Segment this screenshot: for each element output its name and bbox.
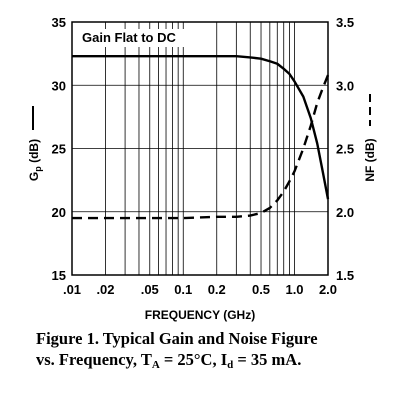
series-line-gp [72,54,330,200]
annotation-gain-flat: Gain Flat to DC [82,30,177,45]
y-right-tick-label: 2.0 [336,205,354,220]
x-tick-label: 2.0 [319,282,337,297]
svg-text:NF (dB): NF (dB) [363,138,377,181]
caption-line-1: Figure 1. Typical Gain and Noise Figure [36,329,318,348]
y-left-tick-label: 30 [52,78,66,93]
y-left-tick-label: 25 [52,142,66,157]
figure-caption: Figure 1. Typical Gain and Noise Figure … [36,328,396,371]
caption-line2-prefix: vs. Frequency, T [36,350,152,369]
x-tick-label: .01 [63,282,81,297]
caption-line2-suffix: = 35 mA. [233,350,302,369]
series-group [72,54,330,220]
x-tick-label: 0.5 [252,282,270,297]
y-right-tick-labels: 1.5 2.0 2.5 3.0 3.5 [336,15,354,283]
y-right-tick-label: 3.0 [336,78,354,93]
x-tick-label: 0.1 [174,282,192,297]
caption-line2-mid: = 25°C, I [159,350,228,369]
y-right-tick-label: 1.5 [336,268,354,283]
y-right-tick-label: 2.5 [336,142,354,157]
y-right-axis-title: NF (dB) [363,138,377,181]
y-left-tick-label: 20 [52,205,66,220]
x-tick-label: .05 [141,282,159,297]
y-left-tick-labels: 15 20 25 30 35 [52,15,66,283]
y-left-title-main: G [27,172,41,181]
y-left-title-unit: (dB) [27,139,41,166]
grid [72,22,328,275]
y-left-tick-label: 35 [52,15,66,30]
y-left-axis-title: Gp (dB) [27,139,43,181]
y-left-title-sub: p [33,166,43,172]
x-tick-label: .02 [96,282,114,297]
annotation-background [78,29,198,47]
x-tick-labels: .01 .02 .05 0.1 0.2 0.5 1.0 2.0 [63,282,337,297]
y-right-tick-label: 3.5 [336,15,354,30]
plot-frame [71,21,329,276]
x-tick-label: 0.2 [208,282,226,297]
caption-line-2: vs. Frequency, TA = 25°C, Id = 35 mA. [36,349,396,371]
x-axis-title: FREQUENCY (GHz) [145,308,255,322]
gain-noise-figure-chart: Gain Flat to DC .01 .02 .05 0.1 0.2 0.5 1.0 2.0… [27,15,377,322]
svg-text:Gp (dB): Gp (dB) [27,139,43,181]
caption-sub-id: d [227,359,234,371]
x-tick-label: 1.0 [285,282,303,297]
y-left-tick-label: 15 [52,268,66,283]
series-line-nf [72,74,330,220]
caption-sub-ta: A [151,359,160,371]
